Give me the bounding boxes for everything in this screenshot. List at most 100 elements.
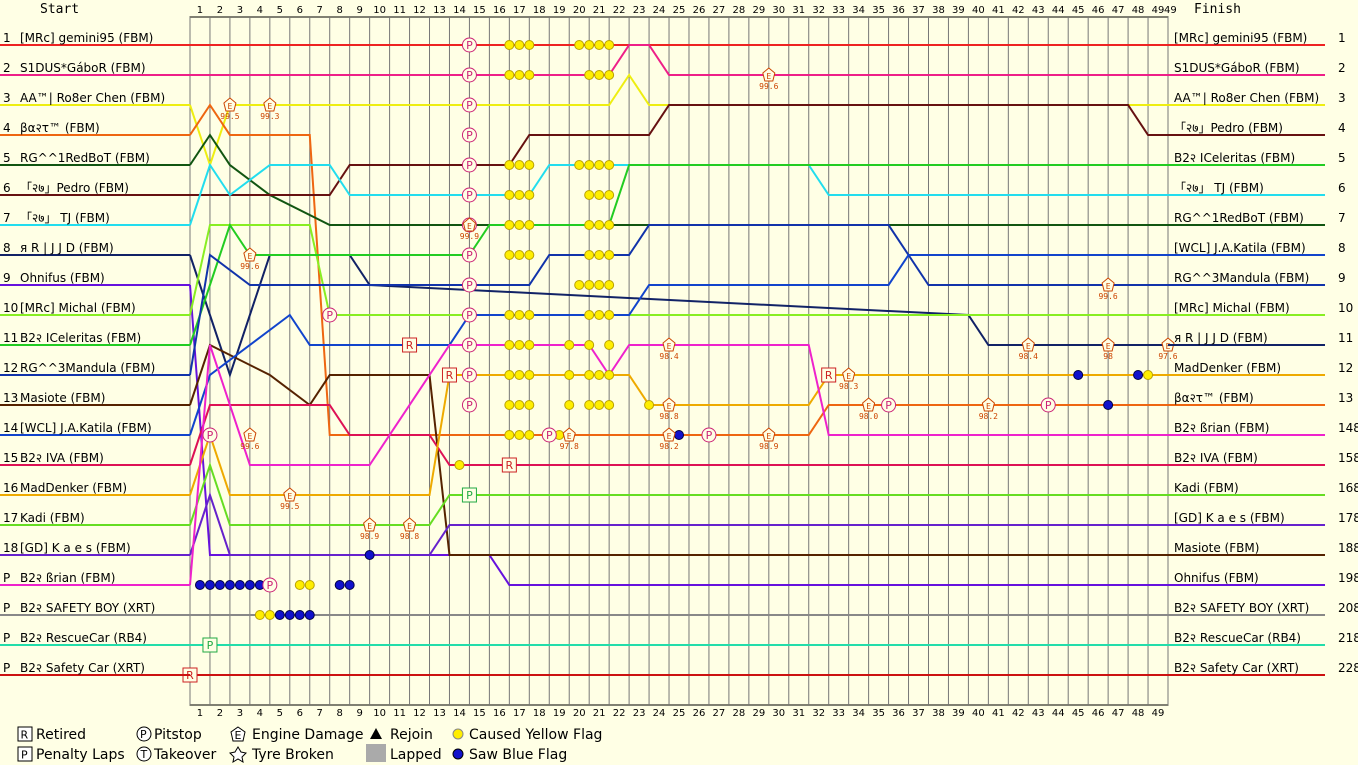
start-driver-name: βα२τ™ (FBM)	[20, 121, 100, 135]
pitstop-marker	[262, 577, 278, 593]
lap-tick-bottom: 23	[633, 708, 646, 719]
finish-position: 6	[1338, 181, 1346, 195]
lap-tick-top: 7	[317, 5, 323, 16]
yellow-flag-marker	[514, 370, 525, 380]
pitstop-marker	[461, 247, 477, 263]
lap-tick-top: 23	[633, 5, 646, 16]
lap-tick-top: 43	[1032, 5, 1045, 16]
lap-tick-bottom: 3	[237, 708, 243, 719]
engine-damage-symbol: E	[866, 402, 871, 411]
lap-tick-top: 25	[673, 5, 686, 16]
pitstop-symbol: P	[326, 309, 333, 322]
lap-tick-top: 16	[493, 5, 506, 16]
pitstop-symbol: P	[466, 39, 473, 52]
lap-tick-top: 48	[1132, 5, 1145, 16]
legend-rejoin-icon	[370, 728, 382, 739]
pitstop-marker	[701, 427, 717, 443]
yellow-flag-marker	[584, 370, 595, 380]
retired-marker	[441, 367, 457, 383]
lap-tick-top: 20	[573, 5, 586, 16]
finish-position: 4	[1338, 121, 1346, 135]
lap-tick-bottom: 29	[752, 708, 765, 719]
blue-flag-marker	[274, 610, 285, 620]
yellow-flag-marker	[504, 340, 515, 350]
engine-damage-symbol: E	[766, 72, 771, 81]
start-driver-name: 「२७」Pedro (FBM)	[20, 181, 129, 195]
lap-tick-top: 49	[1164, 5, 1177, 16]
start-driver-name: Masiote (FBM)	[20, 391, 105, 405]
engine-damage-value: 98.3	[839, 382, 858, 391]
engine-damage-marker	[1101, 277, 1115, 292]
legend-blue-label: Saw Blue Flag	[469, 747, 567, 763]
yellow-flag-marker	[604, 40, 615, 50]
lap-tick-bottom: 40	[972, 708, 985, 719]
start-driver-name: RG^^3Mandula (FBM)	[20, 361, 155, 375]
finish-driver-name: Kadi (FBM)	[1174, 481, 1239, 495]
engine-damage-value: 99.6	[240, 262, 259, 271]
blue-flag-marker	[204, 580, 215, 590]
legend-takeover-symbol: T	[140, 748, 148, 761]
lap-tick-bottom: 41	[992, 708, 1005, 719]
legend-tyre-icon	[228, 746, 248, 764]
legend-pitstop-symbol: P	[140, 728, 147, 741]
penalty-symbol: P	[466, 489, 473, 502]
yellow-flag-marker	[594, 220, 605, 230]
lap-tick-bottom: 6	[297, 708, 303, 719]
pitstop-symbol: P	[546, 429, 553, 442]
pitstop-symbol: P	[466, 159, 473, 172]
yellow-flag-marker	[604, 370, 615, 380]
engine-damage-symbol: E	[1106, 342, 1111, 351]
yellow-flag-marker	[604, 280, 615, 290]
finish-position: 12	[1338, 361, 1353, 375]
engine-damage-symbol: E	[367, 522, 372, 531]
lap-tick-top: 21	[593, 5, 606, 16]
start-position: 10	[3, 301, 18, 315]
blue-flag-marker	[304, 610, 315, 620]
start-driver-name: [MRc] gemini95 (FBM)	[20, 31, 153, 45]
finish-position: 5	[1338, 151, 1346, 165]
finish-position: 8	[1338, 241, 1346, 255]
pitstop-marker	[881, 397, 897, 413]
blue-flag-marker	[1133, 370, 1144, 380]
series-line	[189, 164, 1168, 346]
lap-tick-top: 38	[932, 5, 945, 16]
yellow-flag-marker	[594, 250, 605, 260]
pitstop-symbol: P	[1045, 399, 1052, 412]
lap-tick-top: 19	[553, 5, 566, 16]
pitstop-marker	[541, 427, 557, 443]
finish-position: 7	[1338, 211, 1346, 225]
yellow-flag-marker	[524, 400, 535, 410]
retired-symbol: R	[825, 369, 833, 382]
engine-damage-symbol: E	[287, 492, 292, 501]
yellow-flag-marker	[454, 460, 465, 470]
lap-tick-top: 12	[413, 5, 426, 16]
pitstop-symbol: P	[466, 69, 473, 82]
finish-driver-name: Masiote (FBM)	[1174, 541, 1259, 555]
engine-damage-marker	[662, 337, 676, 352]
retired-symbol: R	[406, 339, 414, 352]
lap-tick-bottom: 48	[1132, 708, 1145, 719]
lap-tick-bottom: 13	[433, 708, 446, 719]
lap-grid: 1122334455667788991010111112121313141415…	[189, 5, 1177, 719]
start-driver-name: я R | J J D (FBM)	[20, 241, 114, 255]
start-position: 18	[3, 541, 18, 555]
engine-damage-value: 99.3	[260, 112, 279, 121]
engine-damage-marker	[363, 517, 377, 532]
retired-symbol: R	[446, 369, 454, 382]
pitstop-marker	[202, 427, 218, 443]
engine-damage-symbol: E	[228, 102, 233, 111]
blue-flag-marker	[364, 550, 375, 560]
legend-lapped-icon	[366, 744, 386, 762]
lap-tick-top: 13	[433, 5, 446, 16]
engine-damage-marker	[263, 97, 277, 112]
finish-driver-name: RG^^1RedBoT (FBM)	[1174, 211, 1304, 225]
engine-damage-value: 98.4	[1019, 352, 1038, 361]
legend-engine-symbol: E	[235, 729, 242, 742]
lap-tick-top: 27	[713, 5, 726, 16]
lap-tick-bottom: 38	[932, 708, 945, 719]
finish-driver-name: B2२ RescueCar (RB4)	[1174, 631, 1301, 645]
yellow-flag-marker	[584, 340, 595, 350]
engine-damage-marker	[462, 217, 476, 232]
start-position: 16	[3, 481, 18, 495]
